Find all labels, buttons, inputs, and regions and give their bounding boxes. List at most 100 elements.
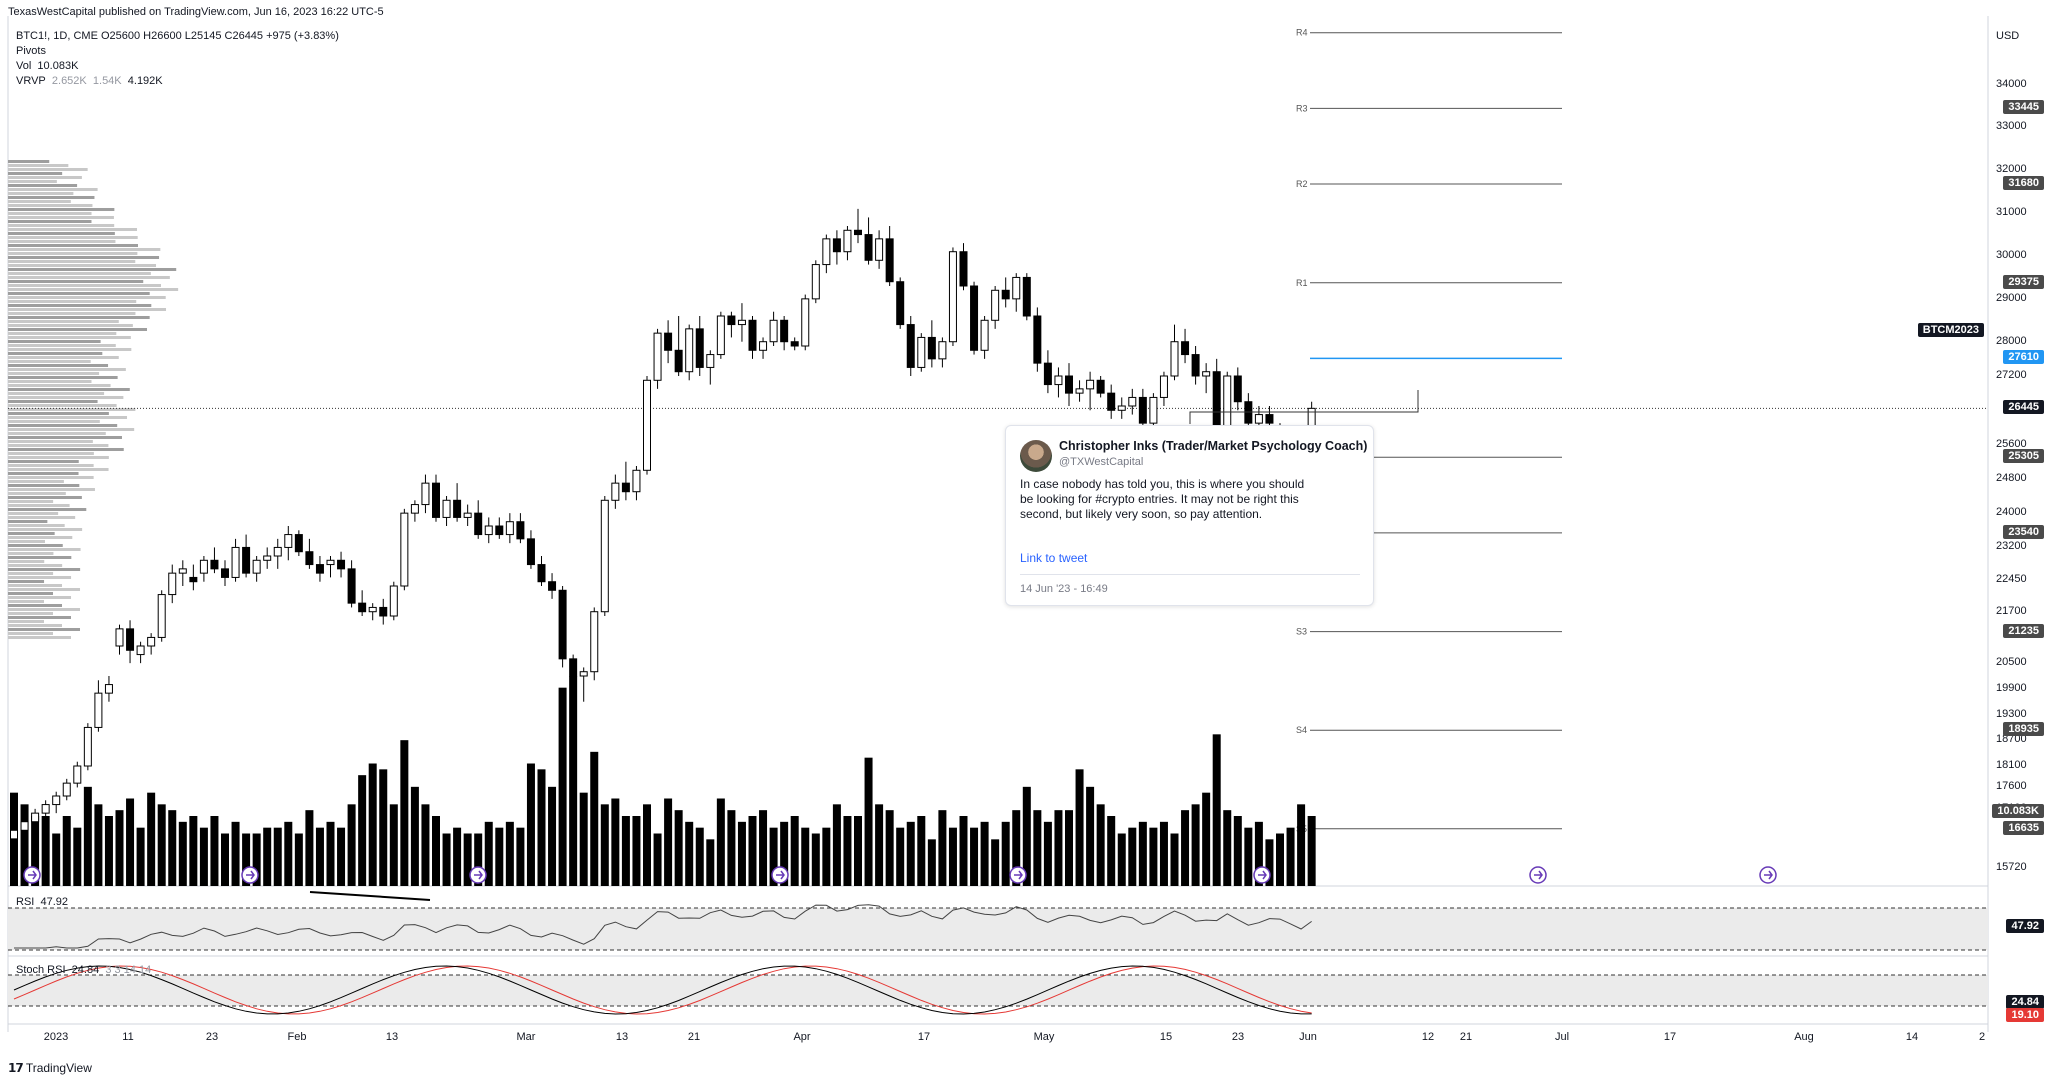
volume-bar (780, 821, 789, 886)
candle-body (242, 546, 251, 574)
volume-bar (632, 816, 641, 886)
vrvp-bar (8, 408, 136, 411)
link-to-tweet[interactable]: Link to tweet (1020, 551, 1088, 565)
vrvp-bar (8, 480, 64, 483)
volume-legend[interactable]: Vol 10.083K (16, 59, 339, 74)
candle-body (305, 551, 314, 566)
volume-bar (664, 798, 673, 886)
volume-bar (790, 816, 799, 886)
volume-bar (1001, 821, 1010, 886)
candle-body (875, 238, 884, 261)
candle-body (1254, 414, 1263, 424)
vrvp-bar (8, 476, 94, 479)
rsi-line (14, 904, 1312, 949)
volume-bar (337, 827, 346, 886)
candle-body (157, 594, 166, 638)
price-tick-label: 17600 (1996, 780, 2027, 793)
volume-bar (505, 821, 514, 886)
candle-body (263, 555, 272, 561)
volume-bars (10, 676, 1316, 886)
candle-body (1096, 379, 1105, 394)
symbol-line[interactable]: BTC1!, 1D, CME O25600 H26600 L25145 C264… (16, 30, 339, 42)
volume-bar (1138, 821, 1147, 886)
price-tick-label: 19900 (1996, 681, 2027, 694)
pivot-label-R3: R3 (1296, 103, 1308, 113)
volume-bar (168, 810, 177, 886)
time-axis: 2023 11 23 Feb 13 Mar 13 21 Apr 17 May 15 23 Jun 12 21 J… (44, 1031, 1985, 1043)
volume-bar (737, 821, 746, 886)
candle-body (10, 829, 18, 840)
vrvp-bar (8, 628, 81, 631)
tweet-card[interactable]: Christopher Inks (Trader/Market Psycholo… (1005, 425, 1374, 606)
vrvp-bar (8, 604, 63, 607)
pivots-label[interactable]: Pivots (16, 45, 46, 57)
candle-body (737, 319, 746, 326)
candle-body (917, 336, 926, 368)
volume-bar (358, 775, 367, 886)
candle-body (1043, 362, 1052, 386)
price-axis[interactable]: USD 34000 33000 32000 31000 30000 29000 28000 2… (1988, 0, 2048, 1032)
time-axis-label: 11 (122, 1031, 133, 1043)
vrvp-bar (8, 228, 138, 231)
time-axis-label: 13 (616, 1031, 628, 1043)
rsi-label: RSI (16, 896, 35, 908)
pivot-label-R2: R2 (1296, 179, 1308, 189)
vrvp-bar (8, 380, 92, 383)
candle-body (294, 534, 303, 553)
time-axis-label: 15 (1160, 1031, 1172, 1043)
stoch-rsi-pane (8, 965, 1988, 1015)
volume-bar (495, 827, 504, 886)
stoch-legend[interactable]: Stoch RSI 24.84 3 3 14 14 (16, 963, 151, 978)
volume-bar (252, 833, 261, 886)
vrvp-bar (8, 344, 116, 347)
volume-bar (1159, 821, 1168, 886)
vrvp-bar (8, 172, 63, 175)
price-tick-label: 18700 (1996, 733, 2027, 746)
vrvp-bar (8, 564, 63, 567)
vrvp-bar (8, 404, 117, 407)
volume-bar (590, 751, 599, 886)
price-tag: 23540 (2003, 524, 2044, 539)
candle-body (843, 229, 852, 253)
rsi-value: 47.92 (40, 896, 68, 908)
volume-bar (938, 810, 947, 886)
volume-bar (1096, 804, 1105, 886)
candle-body (1233, 375, 1242, 403)
candle-body (1022, 276, 1031, 317)
vrvp-bar (8, 232, 115, 235)
volume-bar (600, 804, 609, 886)
candle-body (400, 512, 409, 587)
volume-bar (326, 821, 335, 886)
volume-bar (1107, 816, 1116, 886)
vrvp-bar (8, 428, 135, 431)
candle-body (178, 568, 187, 574)
candle-body (463, 512, 472, 518)
rsi-legend[interactable]: RSI 47.92 (16, 895, 68, 910)
vrvp-bar (8, 596, 72, 599)
candle-body (1265, 414, 1274, 424)
volume-bar (242, 833, 251, 886)
vrvp-bar (8, 316, 150, 319)
vrvp-bar (8, 540, 45, 543)
time-axis-label: 23 (1232, 1031, 1244, 1043)
volume-bar (453, 827, 462, 886)
vrvp-bar (8, 168, 88, 171)
footer-brand[interactable]: 𝟭𝟳 TradingView (8, 1061, 92, 1075)
vrvp-bar (8, 244, 139, 247)
vrvp-bar (8, 504, 70, 507)
price-tick-label: 15720 (1996, 861, 2027, 873)
vrvp-legend[interactable]: VRVP 2.652K 1.54K 4.192K (16, 74, 339, 89)
vrvp-bar (8, 272, 151, 275)
price-tick-label: 18100 (1996, 759, 2027, 771)
volume-bar (484, 821, 493, 886)
vrvp-bar (8, 240, 116, 243)
price-tick-label: 34000 (1996, 77, 2027, 90)
candle-body (1181, 341, 1190, 356)
candle-body (221, 568, 229, 578)
candle-body (358, 602, 367, 613)
pivot-label-S3: S3 (1296, 627, 1307, 637)
avatar (1020, 440, 1052, 472)
rsi-pane (8, 904, 1988, 951)
price-tick-label: 19300 (1996, 707, 2027, 720)
